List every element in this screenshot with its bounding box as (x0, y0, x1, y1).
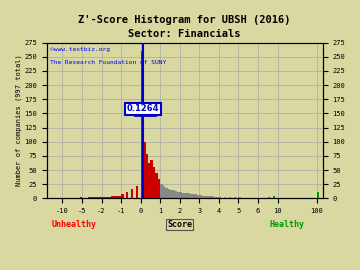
Text: 0.1264: 0.1264 (127, 104, 159, 113)
Bar (131, 189, 133, 198)
Bar (126, 192, 129, 198)
Bar (202, 195, 204, 198)
Bar (102, 197, 107, 198)
Bar (192, 194, 194, 198)
Bar (229, 197, 231, 198)
Bar (165, 188, 167, 198)
Bar (194, 194, 197, 198)
Bar (207, 195, 209, 198)
Bar (143, 142, 145, 198)
Bar (98, 197, 102, 198)
Bar (209, 196, 212, 198)
Bar (111, 196, 116, 198)
Text: The Research Foundation of SUNY: The Research Foundation of SUNY (50, 60, 166, 65)
Bar (95, 197, 98, 198)
Bar (238, 197, 241, 198)
Text: Healthy: Healthy (270, 220, 305, 229)
Bar (234, 197, 236, 198)
Bar (187, 193, 189, 198)
Bar (219, 197, 221, 198)
Bar (80, 197, 82, 198)
Bar (199, 195, 202, 198)
Bar (189, 194, 192, 198)
Bar (317, 192, 319, 198)
Bar (167, 189, 170, 198)
Bar (121, 194, 123, 198)
Y-axis label: Number of companies (997 total): Number of companies (997 total) (15, 55, 22, 186)
Bar (214, 197, 216, 198)
Bar (141, 51, 143, 198)
Bar (163, 186, 165, 198)
Bar (180, 192, 182, 198)
Bar (170, 190, 172, 198)
Text: Unhealthy: Unhealthy (51, 220, 96, 229)
Bar (185, 193, 187, 198)
Bar (150, 160, 153, 198)
Bar (107, 197, 111, 198)
Bar (89, 197, 92, 198)
Bar (155, 173, 158, 198)
Bar (182, 193, 185, 198)
Bar (204, 195, 207, 198)
Bar (177, 192, 180, 198)
Bar (148, 163, 150, 198)
Bar (175, 191, 177, 198)
Bar (158, 178, 160, 198)
Text: Score: Score (167, 220, 192, 229)
Title: Z'-Score Histogram for UBSH (2016)
Sector: Financials: Z'-Score Histogram for UBSH (2016) Secto… (78, 15, 291, 39)
Bar (145, 154, 148, 198)
Bar (197, 195, 199, 198)
Bar (136, 186, 138, 198)
Bar (268, 197, 270, 198)
Bar (273, 195, 275, 198)
Text: ©www.textbiz.org: ©www.textbiz.org (50, 47, 109, 52)
Bar (92, 197, 95, 198)
Bar (216, 197, 219, 198)
Bar (160, 184, 163, 198)
Bar (212, 196, 214, 198)
Bar (172, 190, 175, 198)
Bar (116, 195, 121, 198)
Bar (224, 197, 226, 198)
Bar (153, 167, 155, 198)
